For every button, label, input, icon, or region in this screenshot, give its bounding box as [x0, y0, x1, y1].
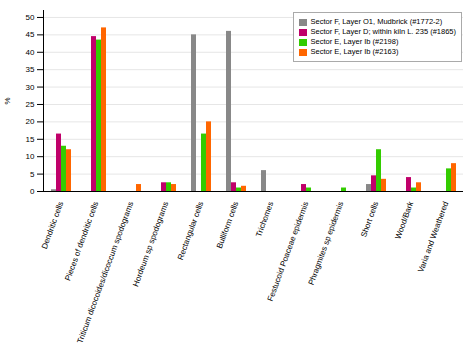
svg-text:Hordeum sp spodograms: Hordeum sp spodograms [131, 200, 170, 287]
svg-text:Dendritic cells: Dendritic cells [40, 200, 65, 250]
svg-text:Phragmites sp epidermis: Phragmites sp epidermis [307, 200, 346, 286]
svg-text:0: 0 [30, 187, 35, 196]
html-text:Sector E, Layer Ib (#2198): Sector E, Layer Ib (#2198) [310, 37, 399, 46]
svg-text:Rectangular cells: Rectangular cells [176, 200, 205, 261]
svg-text:Varia and Weathered: Varia and Weathered [416, 200, 450, 273]
svg-text:Festucoid Poaceae epidermis: Festucoid Poaceae epidermis [266, 200, 311, 302]
svg-text:Pieces of dendritic cells: Pieces of dendritic cells [63, 200, 100, 282]
svg-text:35: 35 [26, 65, 35, 74]
html-text:Sector F, Layer O1, Mudbrick (: Sector F, Layer O1, Mudbrick (#1772-2) [310, 17, 443, 26]
svg-text:40: 40 [26, 48, 35, 57]
svg-text:Triticum dicocoides/dicoccum s: Triticum dicocoides/dicoccum spodograms [75, 200, 135, 344]
svg-text:5: 5 [30, 170, 35, 179]
svg-text:Wood/Bark: Wood/Bark [393, 199, 415, 240]
svg-text:15: 15 [26, 135, 35, 144]
html-text:Sector F, Layer D; within kiln: Sector F, Layer D; within kiln L. 235 (#… [310, 27, 456, 36]
svg-text:45: 45 [26, 30, 35, 39]
svg-text:10: 10 [26, 152, 35, 161]
svg-text:50: 50 [26, 13, 35, 22]
svg-text:30: 30 [26, 83, 35, 92]
svg-text:Trichomes: Trichomes [254, 200, 275, 238]
svg-text:Short cells: Short cells [359, 200, 380, 238]
html-text:Sector E, Layer Ib (#2163): Sector E, Layer Ib (#2163) [310, 47, 399, 56]
svg-text:Bulliform cells: Bulliform cells [215, 200, 240, 249]
svg-text:%: % [3, 97, 12, 104]
svg-text:20: 20 [26, 117, 35, 126]
svg-text:25: 25 [26, 100, 35, 109]
